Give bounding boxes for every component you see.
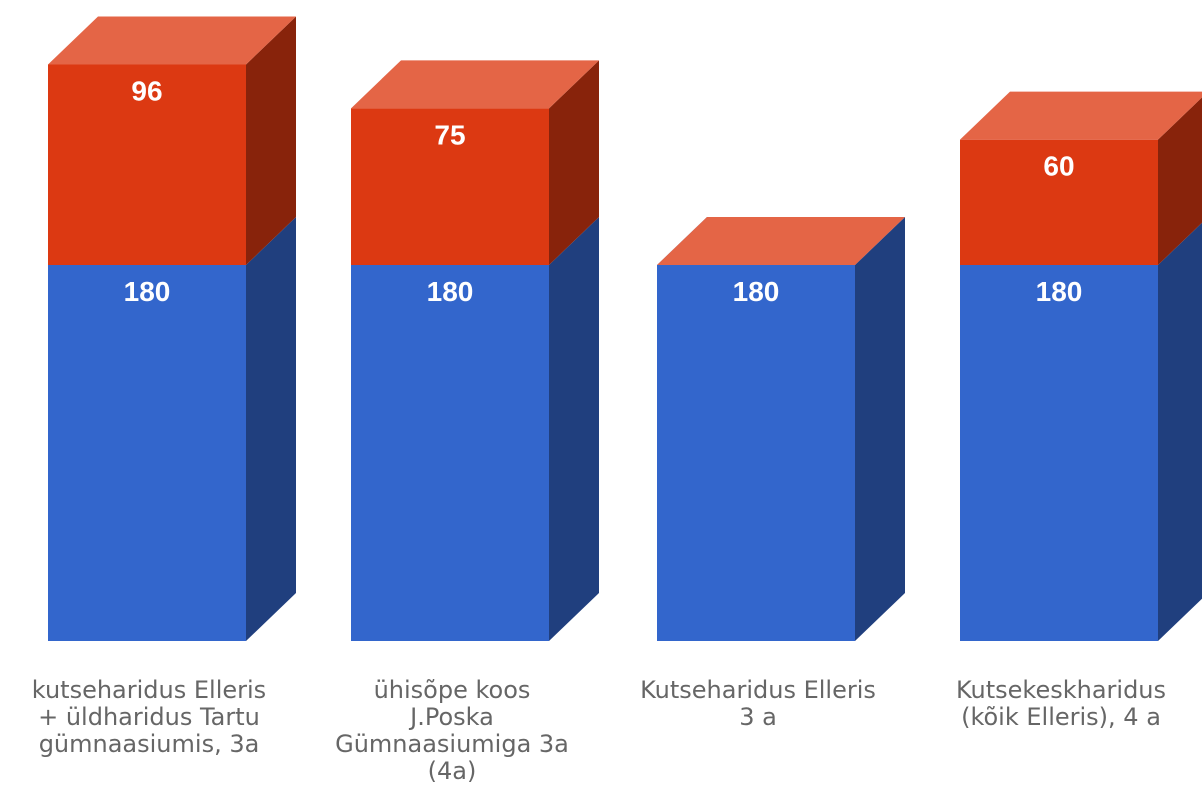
value-labels-layer: 180 96 180 75 180 180 60 [124,75,1083,307]
bar-side-2-series-2 [549,60,599,266]
value-label-2-series-1: 180 [427,276,474,307]
bar-side-2-series-1 [549,217,599,641]
bars-layer [48,16,1202,641]
category-label-line: Kutseharidus Elleris [640,676,876,704]
bar-cap-3-series-2 [657,217,905,265]
bar-side-1-series-2 [246,16,296,265]
bar-2-series-1 [351,265,549,641]
category-label-line: (4a) [428,757,477,785]
bar-side-4-series-2 [1158,97,1202,265]
bar-side-3-series-1 [855,217,905,641]
value-label-3-series-1: 180 [733,276,780,307]
category-label-line: + üldharidus Tartu [38,703,260,731]
bar-3-series-1 [657,265,855,641]
category-labels-layer: kutseharidus Elleris + üldharidus Tartu gü… [32,676,1166,785]
value-label-1-series-1: 180 [124,276,171,307]
bar-top-2 [351,60,599,109]
bar-4-series-2 [960,139,1158,265]
category-label-2: ühisõpe koos J.Poska Gümnaasiumiga 3a (4a) [335,676,569,785]
category-label-4: Kutsekeskharidus (kõik Elleris), 4 a [956,676,1166,731]
value-label-2-series-2: 75 [434,119,465,150]
category-label-line: kutseharidus Elleris [32,676,266,704]
value-label-1-series-2: 96 [131,75,162,106]
category-label-3: Kutseharidus Elleris 3 a [640,676,876,731]
bar-top-4 [960,91,1202,140]
bar-2-series-2 [351,108,549,265]
bar-side-4-series-1 [1158,222,1202,641]
category-label-line: 3 a [739,703,777,731]
bar-1-series-2 [48,64,246,265]
bar-4-series-1 [960,265,1158,641]
category-label-line: ühisõpe koos [374,676,531,704]
bar-side-1-series-1 [246,217,296,641]
category-label-line: J.Poska [408,703,494,731]
category-label-1: kutseharidus Elleris + üldharidus Tartu gü… [32,676,266,758]
category-label-line: Gümnaasiumiga 3a [335,730,569,758]
category-label-line: gümnaasiumis, 3a [39,730,260,758]
bar-1-series-1 [48,265,246,641]
value-label-4-series-2: 60 [1043,151,1074,182]
value-label-4-series-1: 180 [1036,276,1083,307]
bar-top-1 [48,16,296,65]
category-label-line: (kõik Elleris), 4 a [961,703,1161,731]
category-label-line: Kutsekeskharidus [956,676,1166,704]
